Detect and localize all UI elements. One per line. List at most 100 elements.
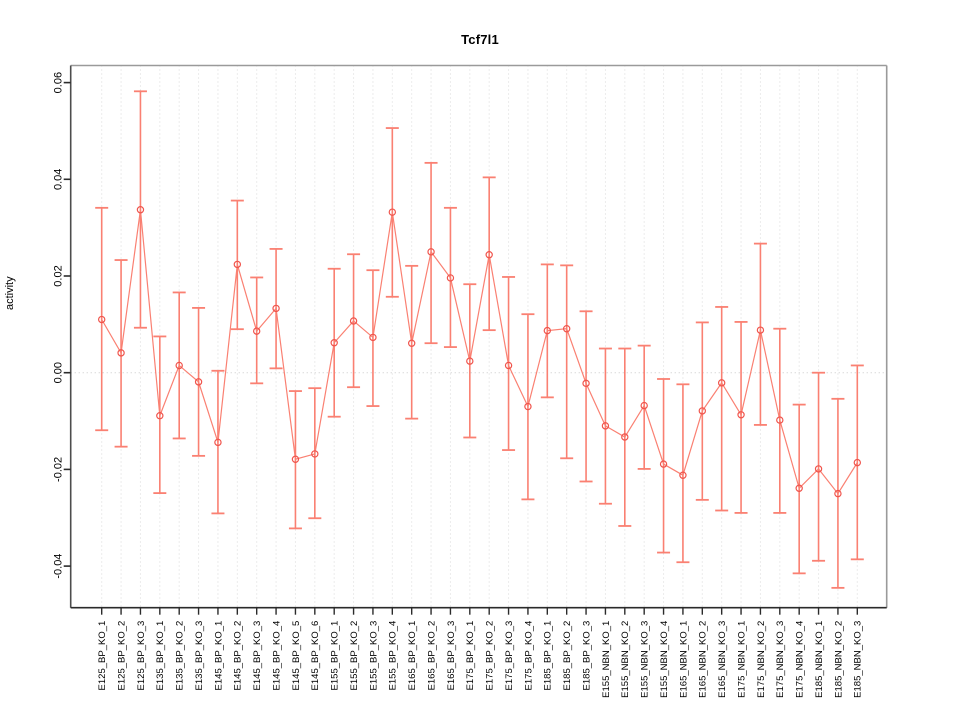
data-point [407,339,416,347]
data-point [136,206,145,214]
error-bar [211,369,225,515]
gridlines [101,65,858,608]
x-tick-label: E145_BP_KO_2 [233,621,244,691]
error-bar [560,264,574,460]
x-tick-label: E155_BP_KO_4 [388,621,399,691]
error-bar [463,283,477,439]
x-tick-label: E155_BP_KO_2 [349,621,360,691]
data-point [524,402,532,411]
x-tick-label: E155_BP_KO_3 [368,621,379,691]
x-tick-label: E125_BP_KO_2 [116,621,127,691]
x-tick-label: E165_NBN_KO_2 [698,621,709,698]
data-point [349,317,358,325]
error-bar [424,161,438,345]
data-point [291,455,300,463]
data-point [776,416,784,424]
error-bar [579,310,593,483]
x-tick-label: E125_BP_KO_1 [97,621,108,691]
x-tick-label: E145_BP_KO_6 [310,621,321,691]
data-point [582,379,590,388]
data-point [97,315,106,324]
error-bar [657,378,671,554]
error-bar [753,242,767,426]
data-point [156,412,164,420]
error-bar [192,307,206,457]
data-point [252,327,261,335]
error-bar [831,397,845,589]
x-tick-label: E135_BP_KO_2 [175,621,186,691]
error-bar [250,276,264,385]
x-tick-label: E155_NBN_KO_4 [659,621,670,698]
x-tick-label: E175_BP_KO_3 [504,621,515,691]
error-bar [385,127,399,298]
error-bar [366,269,380,407]
x-tick-label: E165_BP_KO_1 [407,621,418,691]
data-point [446,274,455,282]
error-bar [521,313,535,501]
x-tick-label: E165_BP_KO_3 [446,621,457,691]
x-tick-label: E175_BP_KO_1 [465,621,476,691]
x-tick-label: E125_BP_KO_3 [136,621,147,691]
data-point [621,433,629,441]
x-tick-label: E165_NBN_KO_1 [678,621,689,698]
error-bar [618,347,632,527]
error-bar [133,90,147,329]
x-tick-label: E155_NBN_KO_1 [601,621,612,698]
error-bar [269,248,283,370]
error-bar [327,267,341,418]
data-point [659,460,668,468]
data-point [214,438,222,447]
data-point [814,465,823,473]
data-point [311,450,319,458]
data-point [504,361,513,370]
x-tick-label: E175_NBN_KO_3 [775,621,786,698]
x-axis-ticks [100,607,858,615]
y-tick-label: 0.02 [52,265,64,286]
x-tick-label: E175_BP_KO_2 [485,621,496,691]
error-bar [773,327,787,514]
x-tick-label: E175_NBN_KO_2 [756,621,767,698]
data-point [194,378,203,386]
y-tick-label: -0.02 [52,457,64,482]
data-point [427,248,435,256]
axis-frame [69,64,888,609]
data-point [795,484,803,492]
error-bar [812,371,826,562]
x-tick-label: E185_BP_KO_3 [581,621,592,691]
x-axis-tick-labels: E125_BP_KO_1 E125_BP_KO_2 E125_BP_KO_3 E135… [97,621,864,698]
error-bar [114,259,128,448]
x-tick-label: E165_NBN_KO_3 [717,621,728,698]
error-bar [347,253,361,389]
y-tick-label: 0.00 [52,362,64,383]
data-point [272,304,280,313]
error-bar [153,335,167,494]
x-tick-label: E135_BP_KO_1 [155,621,166,691]
y-tick-label: -0.04 [52,554,64,579]
x-tick-label: E175_NBN_KO_1 [736,621,747,698]
x-tick-label: E165_BP_KO_2 [426,621,437,691]
x-tick-label: E155_NBN_KO_3 [640,621,651,698]
data-point [233,260,242,269]
error-bar [308,387,322,520]
data-points [97,206,862,498]
y-tick-label: 0.06 [52,72,64,93]
data-point [601,422,610,430]
x-tick-label: E135_BP_KO_3 [194,621,205,691]
data-point [698,407,707,415]
data-point [853,458,862,467]
error-bar [172,291,186,440]
error-bar [715,306,729,512]
error-bar [288,390,302,530]
error-bar [676,383,690,564]
x-tick-label: E185_NBN_KO_3 [853,621,864,698]
data-point [175,361,183,370]
data-point [369,333,377,342]
error-bar [637,344,651,470]
x-tick-label: E185_BP_KO_1 [543,621,554,691]
error-bars [95,90,864,589]
data-point [640,401,648,410]
x-tick-label: E175_NBN_KO_4 [795,621,806,698]
data-point [756,326,765,334]
x-tick-label: E145_BP_KO_3 [252,621,263,691]
